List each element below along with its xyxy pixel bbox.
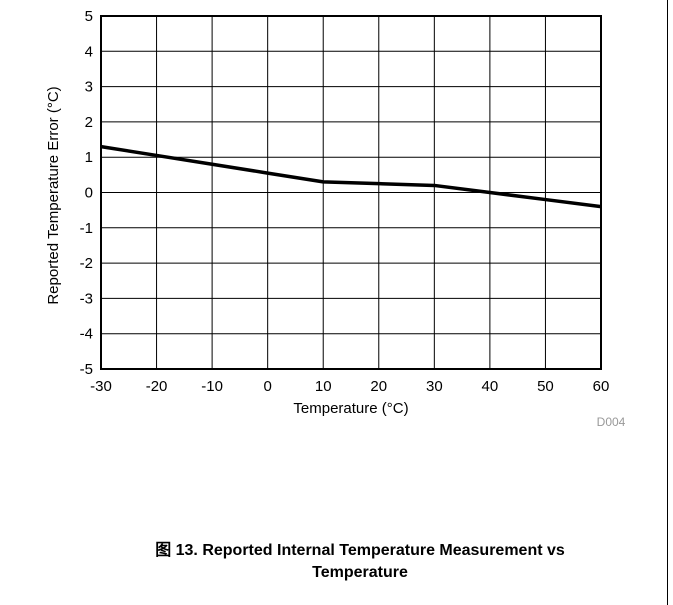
page-right-rule bbox=[667, 0, 668, 605]
y-tick-label-0: -5 bbox=[80, 361, 93, 378]
x-tick-label-8: 50 bbox=[537, 378, 554, 395]
x-tick-label-1: -20 bbox=[146, 378, 168, 395]
y-tick-label-1: -4 bbox=[80, 326, 93, 343]
x-tick-label-0: -30 bbox=[90, 378, 112, 395]
y-tick-label-7: 2 bbox=[85, 114, 93, 131]
series-line-0 bbox=[100, 144, 602, 209]
x-tick-label-9: 60 bbox=[593, 378, 610, 395]
x-axis-label: Temperature (°C) bbox=[293, 400, 408, 417]
y-tick-label-3: -2 bbox=[80, 255, 93, 272]
caption-line-2: Temperature bbox=[312, 564, 408, 581]
x-tick-label-3: 0 bbox=[263, 378, 271, 395]
figure-caption: 图 13. Reported Internal Temperature Meas… bbox=[60, 540, 660, 584]
caption-line-1: 图 13. Reported Internal Temperature Meas… bbox=[155, 542, 565, 559]
x-tick-label-2: -10 bbox=[201, 378, 223, 395]
y-tick-labels: -5 -4 -3 -2 -1 0 1 2 3 4 5 bbox=[80, 8, 93, 378]
y-tick-label-6: 1 bbox=[85, 149, 93, 166]
y-tick-label-9: 4 bbox=[85, 43, 93, 60]
y-tick-label-10: 5 bbox=[85, 8, 93, 25]
series-layer bbox=[100, 144, 602, 209]
x-tick-label-4: 10 bbox=[315, 378, 332, 395]
figure-code: D004 bbox=[597, 415, 626, 429]
x-tick-labels: -30 -20 -10 0 10 20 30 40 50 60 bbox=[90, 378, 609, 395]
plot-area-border bbox=[100, 15, 602, 370]
x-tick-label-5: 20 bbox=[370, 378, 387, 395]
x-tick-label-6: 30 bbox=[426, 378, 443, 395]
x-tick-label-7: 40 bbox=[482, 378, 499, 395]
y-tick-label-5: 0 bbox=[85, 185, 93, 202]
y-axis-label: Reported Temperature Error (°C) bbox=[45, 86, 62, 304]
y-tick-label-8: 3 bbox=[85, 79, 93, 96]
y-tick-label-4: -1 bbox=[80, 220, 93, 237]
grid-lines bbox=[100, 15, 602, 370]
y-tick-label-2: -3 bbox=[80, 290, 93, 307]
